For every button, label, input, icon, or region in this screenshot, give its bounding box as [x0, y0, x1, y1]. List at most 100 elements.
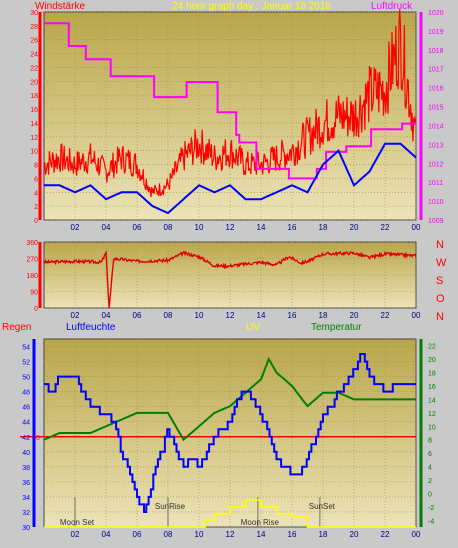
pressure-tick-label: 1015 [428, 105, 444, 112]
x-tick-label: 16 [288, 530, 297, 539]
temperature-line [43, 356, 416, 442]
compass-label: N [436, 239, 444, 251]
x-tick-label: 22 [381, 223, 390, 232]
wind-tick-label: 6 [34, 176, 38, 183]
wind-tick-label: 28 [30, 24, 38, 31]
wind-tick-label: 16 [30, 107, 38, 114]
temperature-tick-label: 20 [428, 357, 436, 364]
x-tick-label: 22 [381, 530, 390, 539]
x-tick-label: 14 [257, 311, 266, 320]
moonset-label: Moon Set [60, 518, 95, 527]
temperature-tick-label: 16 [428, 384, 436, 391]
direction-tick-label: 0 [34, 306, 38, 313]
compass-label: S [436, 275, 443, 287]
direction-tick-label: 90 [30, 290, 38, 297]
pressure-tick-label: 1014 [428, 123, 444, 130]
compass-label: N [436, 311, 444, 323]
x-tick-label: 02 [71, 311, 80, 320]
x-tick-label: 08 [164, 223, 173, 232]
wind-tick-label: 14 [30, 121, 38, 128]
x-tick-label: 20 [350, 530, 359, 539]
x-tick-label: 00 [412, 530, 421, 539]
x-tick-label: 04 [102, 530, 111, 539]
x-tick-label: 12 [226, 311, 235, 320]
direction-series [43, 249, 417, 309]
uv-line [44, 499, 416, 528]
x-tick-label: 04 [102, 223, 111, 232]
x-tick-label: 08 [164, 530, 173, 539]
temperature-tick-label: 6 [428, 451, 432, 458]
humidity-tick-label: 52 [22, 360, 30, 367]
temperature-tick-label: 18 [428, 371, 436, 378]
humidity-tick-label: 46 [22, 405, 30, 412]
humidity-tick-label: 40 [22, 450, 30, 457]
x-tick-label: 14 [257, 223, 266, 232]
wind-average-line [44, 142, 417, 215]
pressure-axis-title: Luftdruck [371, 1, 413, 12]
chart-title: 24 hour graph day : Januar 18 2016 [172, 1, 331, 12]
direction-tick-label: 270 [26, 257, 38, 264]
x-tick-label: 16 [288, 223, 297, 232]
sunset-label: SunSet [309, 502, 336, 511]
humidity-tick-label: 54 [22, 345, 30, 352]
x-tick-label: 18 [319, 223, 328, 232]
compass-label: W [436, 257, 447, 269]
x-tick-label: 06 [133, 223, 142, 232]
humidity-tick-label: 44 [22, 420, 30, 427]
humidity-line [44, 353, 416, 513]
temperature-tick-label: 4 [428, 465, 432, 472]
temperature-tick-label: 2 [428, 478, 432, 485]
uv-label: UV [246, 322, 260, 333]
x-tick-label: 18 [319, 530, 328, 539]
pressure-tick-label: 1012 [428, 161, 444, 168]
pressure-tick-label: 1020 [428, 10, 444, 17]
temperature-tick-label: 8 [428, 438, 432, 445]
x-tick-label: 10 [195, 223, 204, 232]
wind-direction-line [43, 249, 417, 309]
x-tick-label: 04 [102, 311, 111, 320]
humidity-tick-label: 42 [22, 435, 30, 442]
humidity-tick-label: 30 [22, 525, 30, 532]
wind-pressure-plot-area [43, 11, 417, 221]
pressure-tick-label: 1010 [428, 199, 444, 206]
wind-series [43, 9, 417, 215]
pressure-tick-label: 1017 [428, 67, 444, 74]
pressure-line [44, 22, 416, 180]
wind-gust-line [43, 9, 417, 198]
wind-tick-label: 8 [34, 163, 38, 170]
humidity-label: Luftfeuchte [66, 322, 116, 333]
direction-tick-label: 180 [26, 273, 38, 280]
direction-grid [44, 241, 417, 309]
x-tick-label: 10 [195, 530, 204, 539]
temperature-tick-label: 22 [428, 344, 436, 351]
climate-series: SunRise SunSet Moon Set Moon Rise [20, 353, 416, 528]
rain-tick-label: 0 [36, 435, 40, 442]
x-tick-label: 10 [195, 311, 204, 320]
x-tick-label: 00 [412, 223, 421, 232]
axis-ticks: 02 04 06 08 10 12 14 16 18 20 22 000246810121416182… [22, 10, 447, 539]
x-tick-label: 20 [350, 311, 359, 320]
humidity-tick-label: 34 [22, 495, 30, 502]
x-tick-label: 02 [71, 530, 80, 539]
pressure-tick-label: 1019 [428, 29, 444, 36]
x-tick-label: 00 [412, 311, 421, 320]
wind-tick-label: 10 [30, 149, 38, 156]
x-tick-label: 06 [133, 530, 142, 539]
x-tick-label: 02 [71, 223, 80, 232]
x-tick-label: 08 [164, 311, 173, 320]
wind-tick-label: 26 [30, 38, 38, 45]
rain-label: Regen [2, 322, 31, 333]
pressure-tick-label: 1018 [428, 48, 444, 55]
temperature-tick-label: 14 [428, 397, 436, 404]
x-tick-label: 14 [257, 530, 266, 539]
wind-tick-label: 0 [34, 218, 38, 225]
x-tick-label: 12 [226, 530, 235, 539]
wind-tick-label: 20 [30, 79, 38, 86]
pressure-tick-label: 1011 [428, 180, 443, 187]
x-tick-label: 20 [350, 223, 359, 232]
temperature-tick-label: 0 [428, 491, 432, 498]
humidity-tick-label: 48 [22, 390, 30, 397]
wind-tick-label: 22 [30, 65, 38, 72]
humidity-tick-label: 36 [22, 480, 30, 487]
